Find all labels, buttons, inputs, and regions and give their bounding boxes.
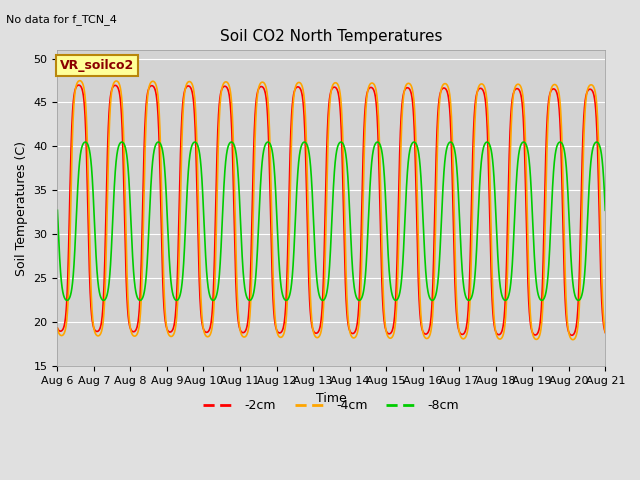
Text: VR_soilco2: VR_soilco2 [60,59,134,72]
-2cm [54,325,61,331]
Title: Soil CO2 North Temperatures: Soil CO2 North Temperatures [220,29,443,44]
-2cm [600,321,607,326]
-4cm [485,132,493,138]
-8cm [165,248,173,253]
-2cm [171,319,179,325]
-2cm [568,332,575,338]
-8cm [171,296,179,302]
X-axis label: Time: Time [316,392,347,405]
-2cm [485,172,493,178]
-4cm [407,83,415,88]
-8cm [485,140,493,146]
Legend: -2cm, -4cm, -8cm: -2cm, -4cm, -8cm [198,394,464,417]
-8cm [602,207,609,213]
Line: -4cm: -4cm [58,81,605,340]
-4cm [259,79,266,85]
-4cm [76,78,84,84]
-8cm [600,172,607,178]
-2cm [75,82,83,88]
-4cm [602,330,609,336]
-8cm [407,144,415,149]
Line: -8cm: -8cm [58,142,605,300]
-4cm [600,312,607,318]
-4cm [171,329,179,335]
-2cm [259,84,266,90]
Line: -2cm: -2cm [58,85,605,335]
-8cm [410,139,418,145]
Y-axis label: Soil Temperatures (C): Soil Temperatures (C) [15,141,28,276]
-2cm [602,329,609,335]
-8cm [428,298,436,303]
-2cm [407,89,415,95]
-8cm [259,156,266,162]
-2cm [165,329,173,335]
-4cm [54,325,61,331]
-8cm [54,207,61,213]
-4cm [569,337,577,343]
Text: No data for f_TCN_4: No data for f_TCN_4 [6,14,117,25]
-4cm [165,332,173,338]
